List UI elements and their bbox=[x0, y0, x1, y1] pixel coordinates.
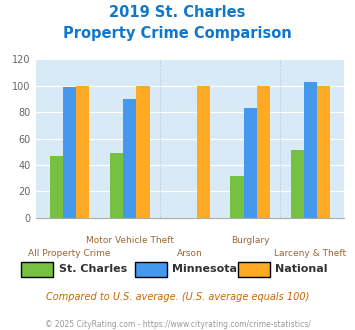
Text: Minnesota: Minnesota bbox=[172, 264, 237, 274]
Text: Arson: Arson bbox=[177, 249, 203, 258]
Bar bbox=[230, 176, 244, 218]
Bar bbox=[63, 87, 76, 218]
Bar bbox=[50, 156, 63, 218]
Bar bbox=[110, 153, 123, 218]
Text: St. Charles: St. Charles bbox=[59, 264, 127, 274]
Text: Motor Vehicle Theft: Motor Vehicle Theft bbox=[86, 236, 174, 245]
Text: National: National bbox=[275, 264, 328, 274]
Text: Larceny & Theft: Larceny & Theft bbox=[274, 249, 346, 258]
Bar bbox=[136, 86, 149, 218]
Bar bbox=[123, 99, 136, 218]
Text: All Property Crime: All Property Crime bbox=[28, 249, 111, 258]
Bar bbox=[76, 86, 89, 218]
Bar bbox=[317, 86, 330, 218]
Text: © 2025 CityRating.com - https://www.cityrating.com/crime-statistics/: © 2025 CityRating.com - https://www.city… bbox=[45, 320, 310, 329]
Bar bbox=[290, 150, 304, 218]
Text: Property Crime Comparison: Property Crime Comparison bbox=[63, 26, 292, 41]
Text: 2019 St. Charles: 2019 St. Charles bbox=[109, 5, 246, 20]
Bar bbox=[197, 86, 210, 218]
Text: Compared to U.S. average. (U.S. average equals 100): Compared to U.S. average. (U.S. average … bbox=[46, 292, 309, 302]
Bar bbox=[304, 82, 317, 218]
Text: Burglary: Burglary bbox=[231, 236, 269, 245]
Bar bbox=[257, 86, 270, 218]
Bar bbox=[244, 108, 257, 218]
